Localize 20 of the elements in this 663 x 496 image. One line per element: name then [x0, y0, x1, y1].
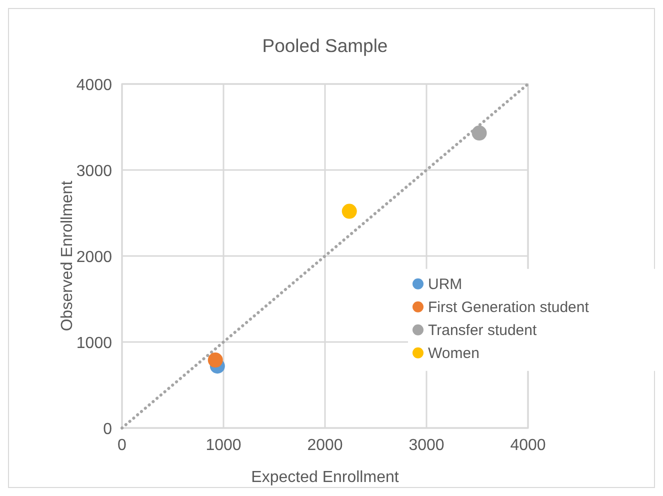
- legend-label: First Generation student: [428, 298, 590, 316]
- x-tick-label: 2000: [307, 437, 343, 454]
- y-tick-label: 1000: [76, 335, 112, 352]
- point: [208, 352, 223, 368]
- legend-label: Women: [428, 344, 480, 362]
- legend-label: URM: [428, 276, 462, 293]
- x-axis-title: Expected Enrollment: [251, 469, 400, 486]
- y-axis-title: Observed Enrollment: [59, 180, 76, 332]
- y-tick-label: 3000: [76, 163, 112, 180]
- x-tick-label: 3000: [408, 437, 444, 454]
- point: [472, 126, 487, 141]
- y-tick-label: 0: [103, 421, 112, 438]
- chart-title: Pooled Sample: [262, 35, 388, 56]
- legend-label: Transfer student: [428, 322, 538, 339]
- y-tick-label: 2000: [76, 249, 112, 266]
- point: [342, 204, 357, 219]
- x-tick-label: 1000: [206, 437, 242, 454]
- y-tick-label: 4000: [76, 77, 112, 94]
- x-tick-label: 4000: [510, 437, 546, 454]
- x-tick-label: 0: [118, 437, 127, 454]
